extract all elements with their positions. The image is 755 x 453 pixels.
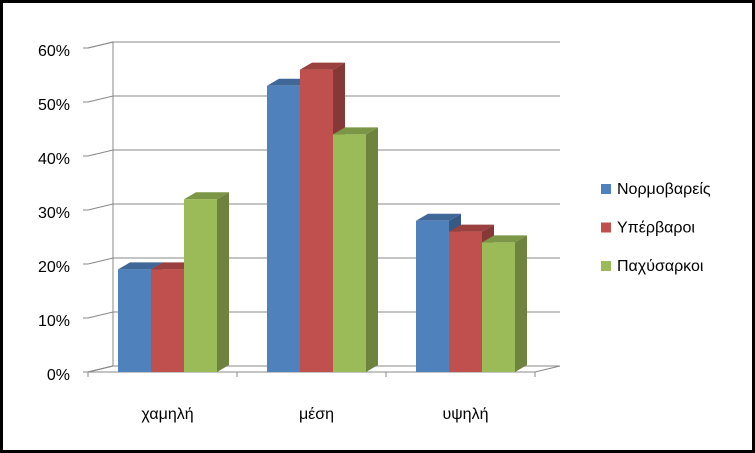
x-tick-label: υψηλή [443,406,489,423]
bar [151,269,184,372]
bar [416,220,449,372]
bar-top [333,127,378,135]
y-tick-label: 50% [38,97,70,114]
bar-top [482,235,527,243]
grid-line [87,41,560,49]
bar [482,242,515,372]
y-tick-label: 40% [38,151,70,168]
y-tick-label: 10% [38,313,70,330]
grid-line [87,95,560,103]
grid-line [87,257,560,265]
y-tick-label: 60% [38,43,70,60]
bar-top [184,192,229,200]
y-tick-label: 30% [38,205,70,222]
bar-side [217,192,229,372]
bar [118,269,151,372]
x-tick-label: χαμηλή [141,406,193,423]
legend-label: Παχύσαρκοι [617,258,704,275]
grid-line [87,149,560,157]
bar-side [515,235,527,372]
x-tick-label: μέση [299,406,334,423]
y-tick-label: 0% [47,367,70,384]
grid-line [87,311,560,319]
legend-swatch [601,222,611,233]
bar [300,69,333,372]
bar-top [416,213,461,221]
bar [184,199,217,372]
legend-label: Νορμοβαρείς [617,181,711,198]
legend-label: Υπέρβαροι [617,220,695,237]
bar-side [366,127,378,373]
grid-line [87,203,560,211]
bar [449,231,482,372]
bar-top [449,224,494,232]
grid-line [87,365,560,373]
bar [333,134,366,372]
legend-swatch [601,261,611,271]
bar-top [300,62,345,70]
bar-top [118,262,163,270]
bar [267,85,300,373]
y-tick-label: 20% [38,259,70,276]
legend-swatch [601,184,611,194]
